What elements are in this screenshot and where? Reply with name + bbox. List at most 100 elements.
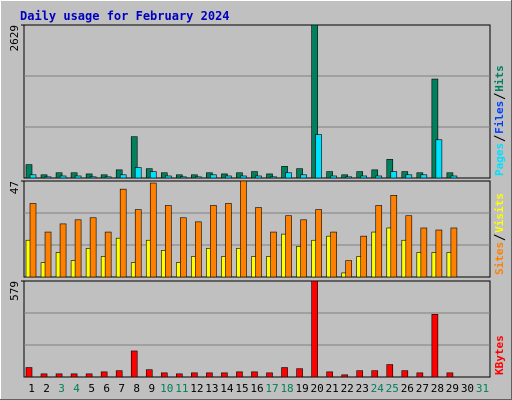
bar [326,171,333,179]
bar [420,227,428,278]
x-tick-label: 25 [386,382,399,395]
bar [281,367,288,378]
bar [191,372,198,378]
bar [74,219,82,278]
x-tick-label: 14 [220,382,234,395]
bar [315,134,322,179]
bar [390,194,398,278]
legend-entry: Sites [493,242,506,275]
bar [180,176,187,179]
bar [405,174,413,179]
bar [210,174,217,179]
bar [296,168,303,179]
bar [266,372,273,378]
bar [345,176,352,179]
x-tick-label: 1 [28,382,35,395]
bar [40,373,48,378]
x-tick-label: 23 [356,382,369,395]
x-tick-label: 21 [326,382,339,395]
bar [450,175,458,179]
chart-title: Daily usage for February 2024 [20,9,230,23]
bar [221,372,228,378]
legend: Sites Visits [493,193,506,275]
bar [251,171,258,179]
bar [195,176,202,179]
x-tick-label: 30 [461,382,474,395]
x-tick-label: 28 [431,382,444,395]
bar [300,219,307,278]
bar [296,368,303,378]
x-tick-label: 8 [133,382,140,395]
bar [115,370,123,378]
legend: Pages Files Hits [493,65,506,176]
x-tick-label: 17 [265,382,278,395]
legend-entry: Hits [493,65,506,92]
bar [206,372,213,378]
bar [356,370,364,378]
bar [330,231,337,278]
bar [375,175,383,179]
bar [160,172,168,179]
bar [360,175,368,179]
y-tick-label: 47 [8,181,21,194]
x-tick-label: 2 [43,382,50,395]
bar [40,174,48,179]
bar [119,174,127,179]
bar [59,175,67,179]
bar [371,169,379,179]
y-tick-label: 579 [8,281,21,301]
bar [450,227,458,278]
bar [100,371,108,378]
bar [435,229,443,278]
bar [85,173,93,179]
bar [164,175,172,179]
x-tick-label: 5 [88,382,95,395]
legend: KBytes [493,335,506,375]
bar [164,205,172,278]
bar [375,205,383,278]
x-tick-label: 15 [235,382,248,395]
x-tick-label: 31 [476,382,489,395]
x-tick-label: 6 [103,382,110,395]
x-tick-label: 7 [118,382,125,395]
bar [180,217,187,278]
legend-entry: Pages [493,143,506,176]
bar [285,215,292,278]
bar [115,169,123,179]
bar [270,231,277,278]
legend-separator [493,234,506,241]
bar [420,174,428,179]
x-tick-label: 10 [160,382,173,395]
bar [435,139,443,179]
x-tick-label: 20 [311,382,324,395]
bar [25,367,33,378]
bar [431,314,439,378]
bar [341,174,348,179]
bar [345,260,352,278]
bar [431,78,439,179]
bar [210,205,217,278]
bar [59,223,67,278]
bar [89,217,97,278]
bar [29,203,37,278]
bar [176,174,183,179]
bar [315,209,322,278]
bar [29,174,37,179]
bar [145,369,153,378]
bar [341,374,348,378]
bar [195,221,202,278]
bar [270,176,277,179]
bar [240,180,247,278]
x-tick-label: 12 [190,382,203,395]
bar [44,176,52,179]
x-tick-label: 16 [250,382,263,395]
bar [360,235,368,278]
bar [176,373,183,378]
y-tick-label: 2629 [8,25,21,52]
bar [300,174,307,179]
x-tick-label: 26 [401,382,414,395]
bar [104,231,112,278]
bar [251,371,258,378]
bar [225,203,232,278]
